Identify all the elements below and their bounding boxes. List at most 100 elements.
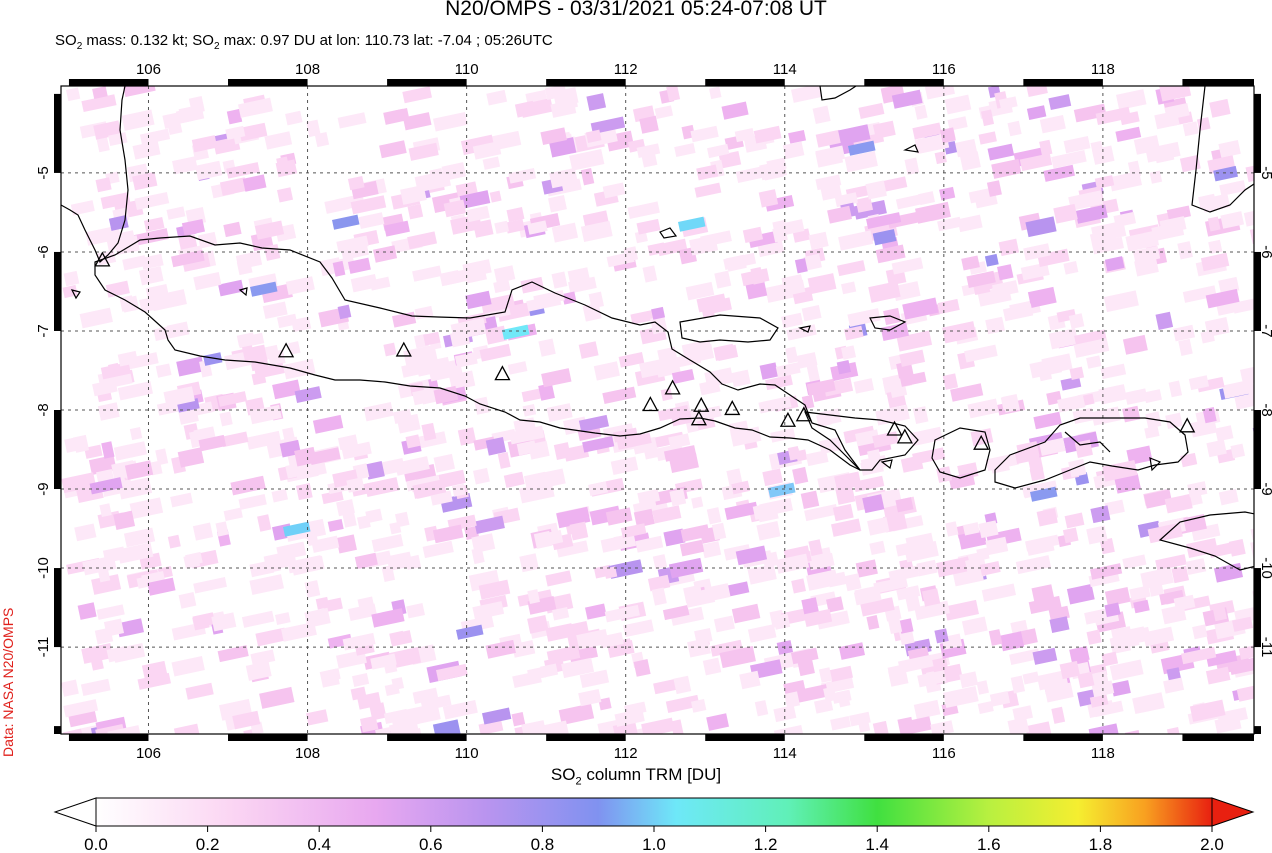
so2-pixel bbox=[412, 265, 442, 282]
so2-pixel bbox=[662, 605, 690, 621]
so2-pixel bbox=[363, 402, 394, 422]
so2-pixel bbox=[567, 267, 591, 285]
so2-pixel bbox=[808, 231, 829, 250]
so2-pixel bbox=[1220, 211, 1245, 229]
so2-pixel bbox=[383, 708, 409, 724]
so2-pixel bbox=[1196, 376, 1225, 393]
so2-pixel bbox=[348, 603, 378, 622]
so2-pixel bbox=[324, 197, 350, 214]
so2-pixel bbox=[937, 298, 960, 315]
so2-pixel bbox=[947, 116, 968, 131]
volcano-markers bbox=[94, 251, 1196, 450]
so2-pixel bbox=[855, 196, 874, 213]
so2-pixel bbox=[81, 94, 117, 113]
so2-pixel bbox=[251, 371, 267, 386]
so2-pixel bbox=[506, 207, 525, 223]
so2-pixel bbox=[1122, 405, 1141, 423]
so2-pixel bbox=[508, 167, 537, 184]
so2-pixel bbox=[1039, 139, 1053, 156]
so2-pixel bbox=[637, 488, 661, 505]
so2-pixel bbox=[1218, 488, 1239, 506]
so2-pixel bbox=[459, 190, 491, 209]
so2-pixel bbox=[337, 304, 352, 320]
colorbar-over-arrow bbox=[1211, 797, 1255, 827]
so2-pixel bbox=[706, 713, 730, 731]
so2-pixel bbox=[401, 359, 434, 378]
so2-pixel bbox=[599, 632, 624, 649]
so2-pixel bbox=[862, 494, 885, 514]
so2-pixel bbox=[295, 482, 313, 501]
so2-pixel bbox=[1049, 616, 1070, 634]
so2-pixel bbox=[582, 436, 615, 453]
frame-bar-top bbox=[864, 79, 944, 86]
so2-pixel bbox=[350, 195, 387, 215]
so2-pixel bbox=[753, 125, 782, 144]
volcano-marker bbox=[94, 251, 111, 267]
so2-pixel bbox=[395, 511, 410, 528]
so2-pixel bbox=[1111, 680, 1131, 697]
so2-pixel bbox=[1178, 338, 1193, 356]
so2-pixel bbox=[797, 659, 815, 677]
so2-pixel bbox=[853, 378, 875, 394]
so2-pixel bbox=[735, 166, 763, 184]
so2-pixel bbox=[831, 689, 852, 704]
so2-pixel bbox=[81, 643, 114, 664]
so2-pixel bbox=[527, 589, 540, 605]
so2-pixel bbox=[381, 564, 396, 582]
so2-pixel bbox=[860, 597, 895, 617]
so2-pixel bbox=[924, 86, 955, 100]
sulawesi-coastline bbox=[1191, 86, 1254, 213]
frame-bar-top bbox=[546, 79, 626, 86]
volcano-marker bbox=[896, 428, 913, 444]
so2-pixel bbox=[384, 220, 410, 237]
frame-bar-left bbox=[54, 568, 61, 648]
so2-pixel bbox=[899, 371, 927, 387]
so2-pixel bbox=[730, 426, 762, 447]
summary-sub-a: 2 bbox=[76, 41, 83, 52]
so2-pixel bbox=[241, 610, 275, 628]
so2-pixel bbox=[959, 151, 981, 171]
so2-pixel bbox=[511, 640, 536, 658]
so2-pixel bbox=[986, 180, 1002, 197]
so2-pixel bbox=[1143, 389, 1162, 404]
so2-pixel bbox=[814, 698, 834, 714]
so2-pixel bbox=[1039, 114, 1066, 134]
so2-pixel bbox=[865, 180, 887, 200]
so2-pixel bbox=[827, 571, 847, 588]
frame-bar-top bbox=[1182, 79, 1254, 86]
so2-pixel bbox=[129, 426, 143, 441]
so2-pixel bbox=[237, 332, 265, 349]
so2-pixel bbox=[84, 444, 103, 459]
so2-pixel bbox=[1182, 121, 1199, 137]
so2-pixel bbox=[580, 168, 595, 186]
so2-pixel bbox=[72, 434, 90, 453]
so2-pixel bbox=[443, 199, 467, 218]
so2-pixel bbox=[600, 533, 637, 553]
so2-pixel bbox=[964, 344, 998, 363]
so2-pixel bbox=[1124, 729, 1142, 734]
frame-bar-bottom bbox=[705, 734, 785, 741]
so2-pixel bbox=[618, 352, 645, 368]
so2-pixel bbox=[782, 141, 805, 160]
so2-pixel bbox=[1238, 642, 1254, 660]
so2-pixel bbox=[742, 226, 764, 244]
so2-pixel bbox=[123, 352, 159, 371]
so2-pixel bbox=[347, 175, 365, 191]
so2-pixel bbox=[841, 345, 857, 360]
so2-pixel bbox=[1068, 313, 1085, 329]
so2-pixel bbox=[1202, 407, 1217, 424]
so2-pixel bbox=[527, 615, 549, 634]
so2-pixel bbox=[1232, 298, 1254, 314]
so2-pixel bbox=[937, 216, 962, 232]
lat-tick-label-left: -6 bbox=[35, 245, 52, 258]
frame-bar-left bbox=[54, 251, 61, 331]
islet-b bbox=[798, 325, 811, 333]
so2-pixel bbox=[556, 621, 589, 638]
frame-bar-left bbox=[54, 93, 61, 173]
so2-pixel bbox=[471, 547, 485, 565]
so2-pixel bbox=[665, 694, 700, 714]
so2-pixel bbox=[930, 720, 954, 734]
so2-pixel bbox=[678, 216, 706, 232]
so2-pixel bbox=[765, 374, 793, 391]
so2-pixel bbox=[1037, 248, 1070, 268]
